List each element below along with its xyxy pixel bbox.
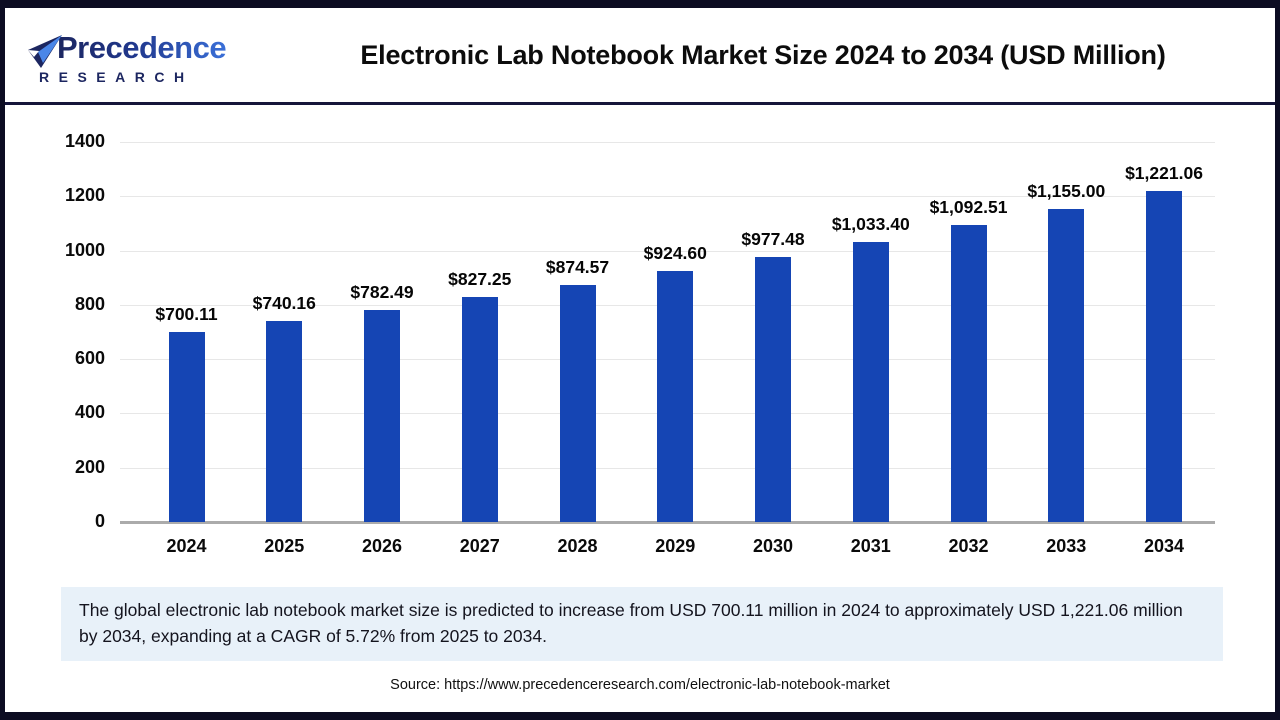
y-axis-label: 600 bbox=[74, 348, 105, 369]
bar-value-label: $740.16 bbox=[252, 293, 316, 314]
paper-plane-icon bbox=[25, 32, 65, 72]
gridline bbox=[120, 142, 1215, 143]
bar-value-label: $782.49 bbox=[350, 281, 414, 302]
bar-value-label: $1,033.40 bbox=[831, 213, 910, 234]
summary-text: The global electronic lab notebook marke… bbox=[79, 600, 1183, 647]
y-axis-label: 1400 bbox=[64, 131, 105, 151]
bar-value-label: $1,155.00 bbox=[1027, 180, 1106, 201]
logo-name: Precedence bbox=[57, 29, 227, 65]
title-wrap: Electronic Lab Notebook Market Size 2024… bbox=[275, 40, 1251, 71]
gridline bbox=[120, 250, 1215, 252]
x-axis-label: 2031 bbox=[850, 536, 891, 556]
y-axis-label: 0 bbox=[94, 511, 105, 531]
chart-title: Electronic Lab Notebook Market Size 2024… bbox=[360, 39, 1166, 70]
bar bbox=[266, 321, 303, 522]
bar-value-label: $827.25 bbox=[448, 269, 512, 290]
x-axis-label: 2032 bbox=[948, 536, 989, 556]
x-axis-label: 2033 bbox=[1046, 536, 1087, 556]
y-axis-label: 1000 bbox=[64, 239, 105, 260]
x-axis-label: 2027 bbox=[459, 536, 500, 556]
bar-value-label: $1,092.51 bbox=[929, 197, 1008, 218]
gridline bbox=[120, 196, 1215, 198]
bar bbox=[1048, 208, 1085, 522]
y-axis-label: 800 bbox=[74, 293, 105, 314]
bar bbox=[852, 241, 889, 522]
y-axis-label: 200 bbox=[74, 456, 105, 477]
y-axis-label: 1200 bbox=[64, 185, 105, 206]
x-axis-label: 2029 bbox=[655, 536, 696, 556]
bar-value-label: $924.60 bbox=[643, 243, 707, 264]
summary-box: The global electronic lab notebook marke… bbox=[61, 587, 1223, 661]
y-axis-label: 400 bbox=[74, 402, 105, 423]
bar-chart: $700.11 2024 $740.16 2025 $782.49 2026 $827.25… bbox=[5, 105, 1275, 573]
header: Precedence RESEARCH Electronic Lab Noteb… bbox=[5, 8, 1275, 105]
bar bbox=[364, 309, 400, 522]
bar-value-label: $874.57 bbox=[545, 256, 610, 277]
plot-area: $700.11 2024 $740.16 2025 $782.49 2026 $827.25… bbox=[120, 142, 1215, 556]
bar bbox=[1146, 190, 1182, 522]
bar-value-label: $977.48 bbox=[741, 228, 805, 249]
x-axis-label: 2034 bbox=[1143, 536, 1185, 556]
source-text: Source: https://www.precedenceresearch.c… bbox=[390, 676, 890, 693]
x-axis-label: 2025 bbox=[264, 536, 305, 556]
x-axis-label: 2028 bbox=[557, 536, 598, 556]
bar bbox=[559, 284, 596, 522]
logo-row: Precedence bbox=[25, 26, 275, 68]
logo-subtitle: RESEARCH bbox=[39, 69, 275, 85]
x-axis-label: 2030 bbox=[752, 536, 794, 556]
bar-value-label: $700.11 bbox=[155, 303, 218, 324]
bar bbox=[755, 256, 791, 522]
bar bbox=[168, 331, 205, 522]
bar bbox=[657, 271, 694, 522]
bar-value-label: $1,221.06 bbox=[1125, 162, 1203, 183]
bar bbox=[461, 297, 498, 522]
x-axis-line bbox=[120, 521, 1215, 524]
x-axis-label: 2024 bbox=[166, 536, 207, 556]
x-axis-label: 2026 bbox=[361, 536, 403, 556]
precedence-research-logo: Precedence RESEARCH bbox=[25, 26, 275, 85]
bar bbox=[950, 225, 987, 522]
